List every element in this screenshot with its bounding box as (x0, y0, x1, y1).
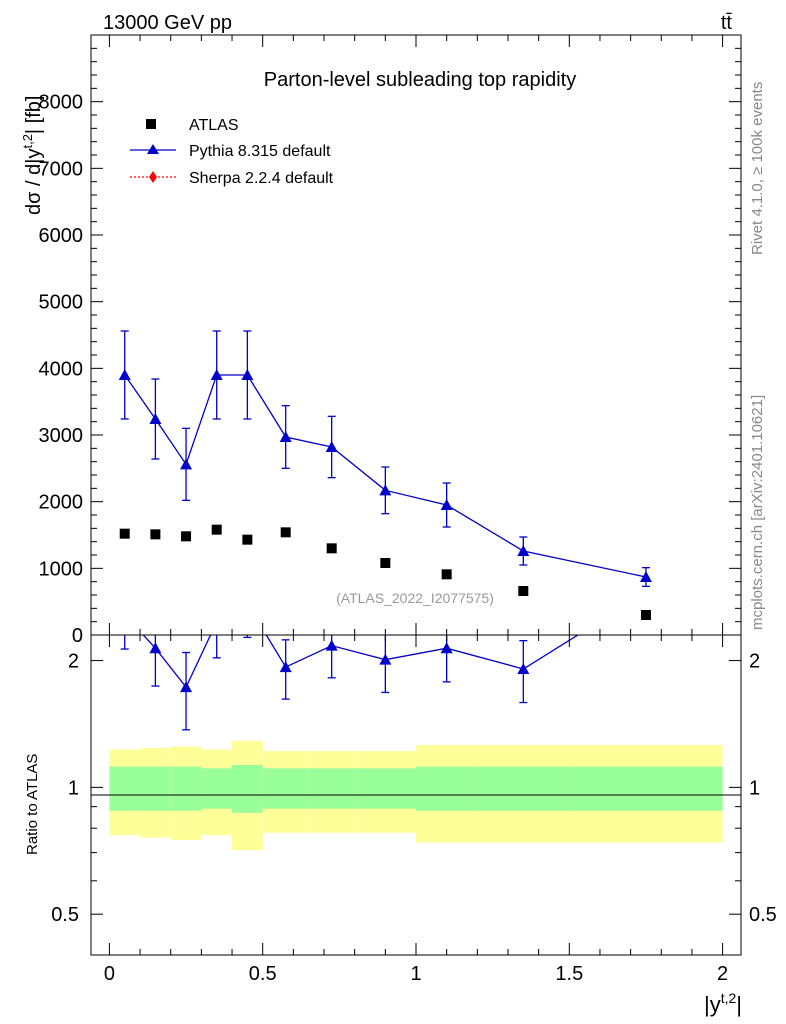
pythia-point (149, 413, 162, 424)
ratio-band-inner (201, 768, 233, 809)
ratio-band-inner (109, 766, 141, 811)
ratio-series-clipped (119, 587, 652, 731)
ratio-y-tick-label: 1 (68, 777, 79, 799)
ratio-pythia-point (440, 642, 453, 654)
ratio-band-inner (416, 766, 478, 811)
legend-atlas-label: ATLAS (189, 117, 239, 134)
ratio-y-tick-label-right: 2 (749, 651, 760, 673)
main-series (118, 330, 652, 620)
x-axis-label: |yt,2| (704, 990, 742, 1017)
ratio-pythia-point (517, 662, 530, 674)
ratio-y-tick-label-right: 1 (749, 777, 760, 799)
x-tick-label: 1.5 (555, 963, 583, 985)
mcplots-label: mcplots.cern.ch [arXiv:2401.10621] (749, 395, 766, 630)
atlas-point (380, 558, 391, 568)
legend-pythia-label: Pythia 8.315 default (189, 143, 331, 160)
y-tick-label: 2000 (39, 492, 84, 514)
rivet-label: Rivet 4.1.0, ≥ 100k events (749, 82, 766, 255)
pythia-point (517, 545, 530, 556)
atlas-point (326, 543, 337, 554)
y-tick-label: 6000 (39, 225, 84, 247)
ratio-band-inner (569, 766, 723, 811)
y-tick-label: 7000 (39, 158, 84, 180)
y-tick-label: 3000 (39, 425, 84, 447)
ratio-pythia-point (241, 598, 253, 609)
ratio-y-tick-label: 0.5 (51, 904, 79, 926)
ratio-band-inner (140, 766, 171, 811)
pythia-point (639, 571, 652, 582)
process-label: tt̄ (721, 12, 733, 34)
atlas-point (119, 528, 130, 539)
y-tick-label: 4000 (39, 358, 84, 380)
main-y-ticks: 0 1000 2000 3000 4000 5000 6000 7000 8000 (39, 34, 741, 647)
main-x-ticks (108, 35, 724, 635)
x-tick-label: 1 (410, 963, 421, 985)
ratio-pythia-point (325, 639, 338, 651)
ratio-bands (109, 740, 723, 851)
ratio-series (119, 587, 652, 731)
pythia-point (210, 369, 223, 380)
ratio-pythia-point (149, 642, 162, 654)
y-axis-label: dσ / d|yt,2| [fb] (20, 96, 45, 215)
ratio-pythia-point (211, 616, 223, 627)
ratio-band-inner (170, 766, 202, 811)
x-tick-label: 2 (717, 963, 728, 985)
legend: ATLAS Pythia 8.315 default Sherpa 2.2.4 … (130, 117, 334, 187)
y-tick-label: 0 (72, 625, 83, 647)
y-tick-label: 5000 (39, 292, 84, 314)
atlas-point (441, 569, 452, 580)
atlas-point (640, 610, 651, 620)
ratio-band-inner (232, 765, 263, 813)
plot-title: Parton-level subleading top rapidity (264, 69, 576, 91)
pythia-point (241, 369, 254, 380)
ratio-y-tick-label-right: 0.5 (749, 904, 777, 926)
ratio-plot: 0.5 0.5 1 1 2 2 0 0.5 1 1.5 2 Ratio to ATLAS |yt,… (24, 587, 777, 1017)
pythia-point (379, 484, 392, 496)
ratio-x-ticks: 0 0.5 1 1.5 2 (104, 635, 728, 985)
atlas-point (518, 586, 529, 596)
ratio-pythia-point (640, 587, 652, 598)
energy-label: 13000 GeV pp (103, 12, 232, 34)
ratio-pythia-point (379, 653, 392, 665)
atlas-point (242, 534, 253, 545)
ratio-y-label: Ratio to ATLAS (24, 754, 41, 855)
ratio-pythia-point (119, 609, 131, 620)
ratio-pythia-point (279, 661, 292, 673)
atlas-point (181, 531, 192, 542)
ratio-band-inner (354, 768, 416, 809)
pythia-point (180, 458, 193, 470)
ratio-band-inner (308, 768, 355, 809)
pythia-point (440, 499, 453, 510)
legend-pythia-marker (147, 144, 159, 154)
legend-sherpa-label: Sherpa 2.2.4 default (189, 170, 334, 187)
pythia-point (118, 369, 131, 380)
ratio-band-inner (477, 766, 570, 811)
pythia-point (279, 431, 292, 442)
atlas-point (280, 527, 291, 538)
legend-atlas-marker (146, 119, 156, 129)
legend-sherpa-marker (149, 171, 157, 183)
main-plot: 0 1000 2000 3000 4000 5000 6000 7000 8000 Parton… (20, 34, 742, 647)
atlas-point (211, 524, 222, 535)
pythia-point (325, 441, 338, 452)
ratio-pythia-point (180, 681, 193, 693)
ratio-band-inner (262, 768, 309, 809)
x-tick-label: 0.5 (249, 963, 277, 985)
ratio-y-ticks: 0.5 0.5 1 1 2 2 (51, 651, 777, 956)
atlas-point (150, 529, 161, 540)
ratio-y-tick-label: 2 (68, 651, 79, 673)
y-tick-label: 8000 (39, 92, 84, 114)
watermark: (ATLAS_2022_I2077575) (336, 590, 494, 606)
x-tick-label: 0 (104, 963, 115, 985)
y-tick-label: 1000 (39, 558, 84, 580)
